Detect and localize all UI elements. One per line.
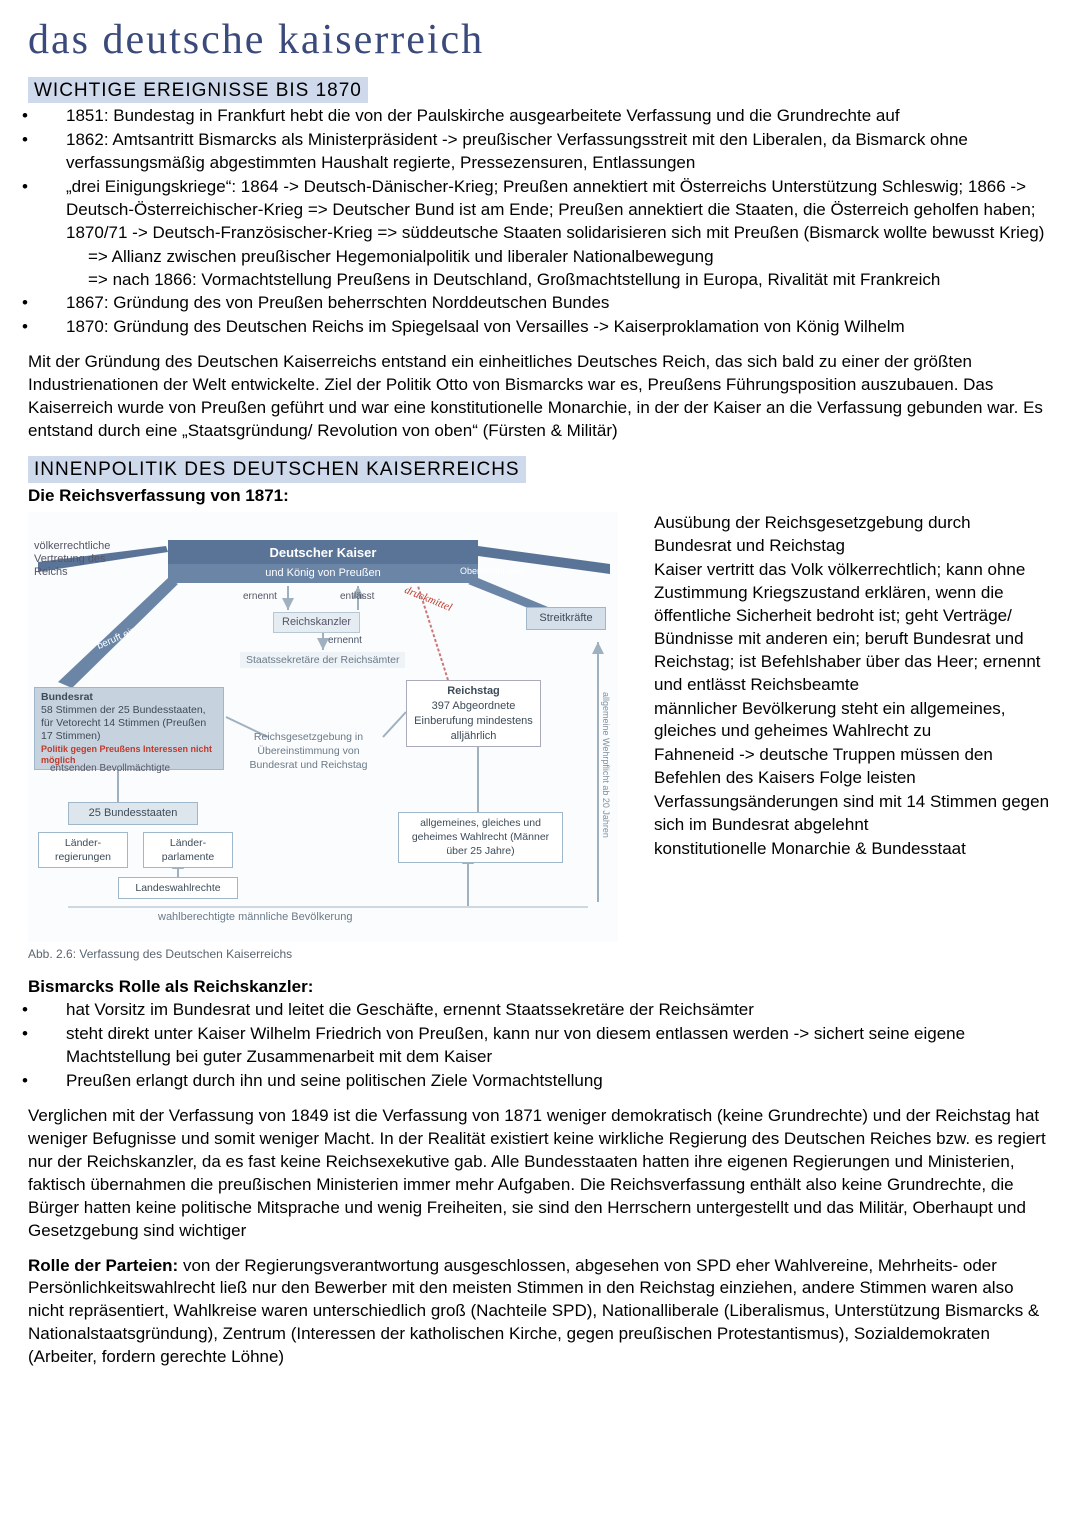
diagram-reichstag-title: Reichstag <box>447 685 500 697</box>
diagram-label-druckmittel: druckmittel <box>402 583 454 616</box>
events-list: 1851: Bundestag in Frankfurt hebt die vo… <box>28 105 1052 245</box>
page-title: das deutsche kaiserreich <box>28 12 1052 69</box>
list-subitem: => nach 1866: Vormachtstellung Preußens … <box>28 269 1052 292</box>
list-item: Kaiser vertritt das Volk völkerrechtlich… <box>654 559 1052 697</box>
diagram-reichskanzler: Reichskanzler <box>273 612 360 633</box>
events-list-cont: 1867: Gründung des von Preußen beherrsch… <box>28 292 1052 339</box>
subheading-reichsverfassung: Die Reichsverfassung von 1871: <box>28 485 1052 508</box>
list-item: hat Vorsitz im Bundesrat und leitet die … <box>66 999 1052 1022</box>
diagram-reichstag: Reichstag 397 Abgeordnete Einberufung mi… <box>406 680 541 747</box>
parteien-heading: Rolle der Parteien: <box>28 1256 178 1275</box>
constitution-diagram: völkerrechtliche Vertretung des Reichs D… <box>28 512 618 942</box>
diagram-wrap: völkerrechtliche Vertretung des Reichs D… <box>28 512 618 962</box>
diagram-bundesrat-detail: 58 Stimmen der 25 Bundesstaaten, für Vet… <box>41 704 206 742</box>
list-item: Fahneneid -> deutsche Truppen müssen den… <box>654 744 1052 790</box>
section-heading-innenpolitik: INNENPOLITIK DES DEUTSCHEN KAISERREICHS <box>28 456 526 483</box>
diagram-caption: Abb. 2.6: Verfassung des Deutschen Kaise… <box>28 946 618 962</box>
diagram-label-oberbefehl: Oberbefehl über <box>460 565 525 577</box>
list-item: Verfassungsänderungen sind mit 14 Stimme… <box>654 791 1052 837</box>
diagram-label-ernennt2: ernennt <box>328 634 362 648</box>
intro-paragraph: Mit der Gründung des Deutschen Kaiserrei… <box>28 351 1052 443</box>
list-item: „drei Einigungskriege“: 1864 -> Deutsch-… <box>66 176 1052 245</box>
list-item: Preußen erlangt durch ihn und seine poli… <box>66 1070 1052 1093</box>
diagram-reichstag-count: 397 Abgeordnete <box>432 700 516 712</box>
diagram-label-entlasst: entlässt <box>340 590 374 604</box>
parteien-text: von der Regierungsverantwortung ausgesch… <box>28 1256 1039 1367</box>
diagram-laenderregierungen: Länder-regierungen <box>38 832 128 868</box>
diagram-laenderparlamente: Länder-parlamente <box>143 832 233 868</box>
diagram-wehrpflicht: allgemeine Wehrpflicht ab 20 Jahren <box>600 692 612 838</box>
section-heading-events: WICHTIGE EREIGNISSE BIS 1870 <box>28 77 368 104</box>
list-item: 1867: Gründung des von Preußen beherrsch… <box>66 292 1052 315</box>
list-subitem: => Allianz zwischen preußischer Hegemoni… <box>28 246 1052 269</box>
diagram-bundesstaaten: 25 Bundesstaaten <box>68 802 198 825</box>
comparison-paragraph: Verglichen mit der Verfassung von 1849 i… <box>28 1105 1052 1243</box>
bismarck-list: hat Vorsitz im Bundesrat und leitet die … <box>28 999 1052 1093</box>
list-item: konstitutionelle Monarchie & Bundesstaat <box>654 838 1052 861</box>
constitution-notes: Ausübung der Reichsgesetzgebung durch Bu… <box>632 512 1052 862</box>
diagram-reichstag-einberufung: Einberufung mindestens alljährlich <box>414 715 533 742</box>
diagram-reichsgesetzgebung: Reichsgesetzgebung in Übereinstimmung vo… <box>236 727 381 776</box>
diagram-staatssekretaere: Staatssekretäre der Reichsämter <box>240 652 405 668</box>
list-item: 1870: Gründung des Deutschen Reichs im S… <box>66 316 1052 339</box>
diagram-kaiser-sub: und König von Preußen <box>168 564 478 583</box>
list-item: steht direkt unter Kaiser Wilhelm Friedr… <box>66 1023 1052 1069</box>
diagram-label-ernennt: ernennt <box>243 590 277 604</box>
diagram-bevoelkerung: wahlberechtigte männliche Bevölkerung <box>158 910 352 925</box>
diagram-label-volker: völkerrechtliche Vertretung des Reichs <box>34 540 124 580</box>
diagram-bundesrat: Bundesrat 58 Stimmen der 25 Bundesstaate… <box>34 687 224 770</box>
diagram-streitkraefte: Streitkräfte <box>526 607 606 630</box>
subheading-bismarck: Bismarcks Rolle als Reichskanzler: <box>28 976 1052 999</box>
list-item: männlicher Bevölkerung steht ein allgeme… <box>654 698 1052 744</box>
parteien-paragraph: Rolle der Parteien: von der Regierungsve… <box>28 1255 1052 1370</box>
list-item: 1851: Bundestag in Frankfurt hebt die vo… <box>66 105 1052 128</box>
diagram-wahlrecht: allgemeines, gleiches und geheimes Wahlr… <box>398 812 563 863</box>
diagram-label-beruft: beruft ein <box>95 624 139 653</box>
list-item: Ausübung der Reichsgesetzgebung durch Bu… <box>654 512 1052 558</box>
list-item: 1862: Amtsantritt Bismarcks als Minister… <box>66 129 1052 175</box>
diagram-label-entsenden: entsenden Bevollmächtigte <box>50 762 170 776</box>
diagram-bundesrat-title: Bundesrat <box>41 691 93 703</box>
diagram-landeswahlrechte: Landeswahlrechte <box>118 877 238 899</box>
diagram-kaiser: Deutscher Kaiser <box>168 540 478 564</box>
